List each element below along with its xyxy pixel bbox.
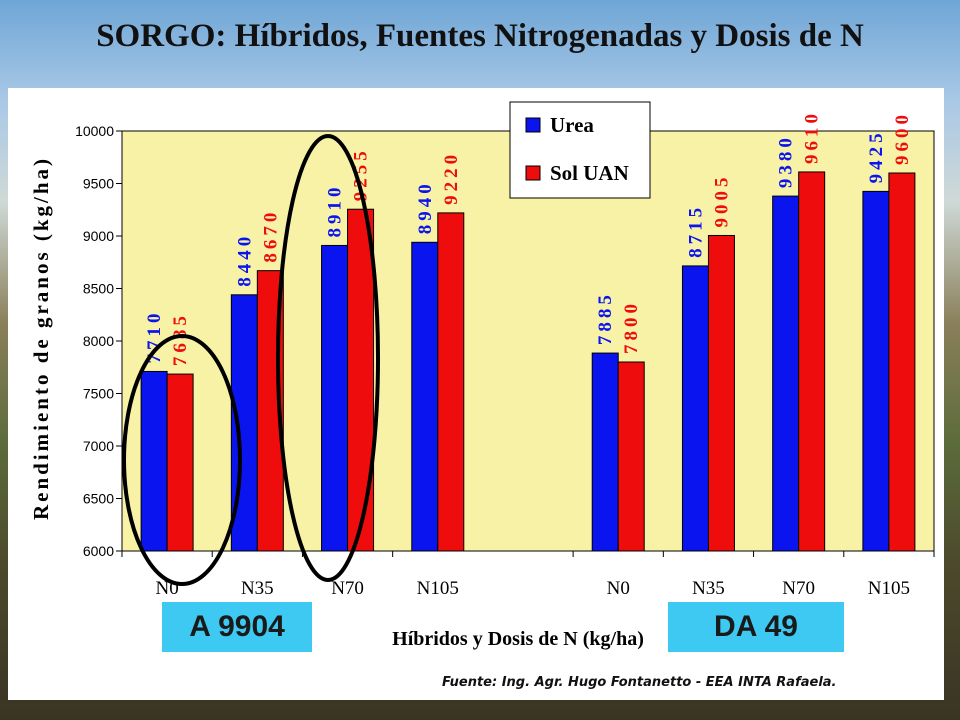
data-label-urea: 8440 [234, 233, 255, 287]
data-label-sol-uan: 8670 [260, 209, 281, 263]
x-tick-label: N35 [692, 578, 725, 599]
bar-urea [862, 190, 890, 552]
bar-sol-uan [617, 361, 645, 552]
data-label-urea: 7885 [595, 291, 616, 345]
y-tick-label: 8500 [83, 281, 114, 297]
bar-urea [591, 352, 619, 552]
bar-sol-uan [707, 234, 735, 552]
data-label-sol-uan: 7685 [170, 312, 191, 366]
bar-sol-uan [166, 373, 194, 552]
legend-swatch-sol-uan [525, 165, 541, 181]
bar-urea [321, 244, 349, 552]
bar-urea [772, 195, 800, 552]
x-axis: N0 N35 N70 N105 N0 N35 N70 N105 [121, 551, 935, 599]
data-label-sol-uan: 9220 [441, 151, 462, 205]
bar-urea [681, 265, 709, 552]
source-note: Fuente: Ing. Agr. Hugo Fontanetto - EEA … [432, 670, 940, 696]
y-tick-label: 9500 [83, 176, 114, 192]
data-label-sol-uan: 9600 [892, 111, 913, 165]
x-tick-label: N70 [782, 578, 815, 599]
y-axis-label: Rendimiento de granos (kg/ha) [29, 156, 53, 520]
bar-sol-uan [437, 212, 465, 552]
data-label-urea: 9425 [866, 129, 887, 183]
group-label-da49: DA 49 [668, 602, 844, 652]
legend-swatch-urea [525, 117, 541, 133]
group-label-a9904: A 9904 [162, 602, 312, 652]
bar-sol-uan [888, 172, 916, 552]
x-tick-label: N0 [607, 578, 630, 599]
y-tick-label: 9000 [83, 228, 114, 244]
legend-label-sol-uan: Sol UAN [550, 161, 629, 185]
highlight-ellipse-n70 [276, 134, 380, 582]
data-label-sol-uan: 7800 [621, 300, 642, 354]
legend: Urea Sol UAN [509, 101, 651, 199]
y-tick-label: 7000 [83, 438, 114, 454]
y-axis: 6000 6500 7000 7500 8000 8500 9000 9500 10000 [75, 123, 122, 559]
bar-urea [140, 370, 168, 552]
highlight-ellipse-n0 [122, 334, 242, 586]
y-tick-label: 7500 [83, 386, 114, 402]
x-tick-label: N105 [417, 578, 459, 599]
data-label-sol-uan: 9610 [802, 110, 823, 164]
data-label-urea: 8940 [415, 180, 436, 234]
data-label-urea: 8715 [685, 204, 706, 258]
bar-sol-uan [347, 208, 375, 552]
y-tick-label: 8000 [83, 333, 114, 349]
data-label-sol-uan: 9255 [351, 147, 372, 201]
data-label-sol-uan: 9005 [711, 173, 732, 227]
bar-sol-uan [798, 171, 826, 552]
x-tick-label: N70 [331, 578, 364, 599]
legend-label-urea: Urea [550, 113, 594, 137]
x-tick-label: N35 [241, 578, 274, 599]
y-tick-label: 6000 [83, 543, 114, 559]
data-label-urea: 9380 [776, 134, 797, 188]
bar-urea [411, 241, 439, 552]
x-axis-label: Híbridos y Dosis de N (kg/ha) [392, 628, 644, 650]
data-label-urea: 7710 [144, 309, 165, 363]
page-title: SORGO: Híbridos, Fuentes Nitrogenadas y … [96, 18, 864, 54]
y-tick-label: 6500 [83, 491, 114, 507]
y-tick-label: 10000 [75, 123, 114, 139]
x-tick-label: N105 [868, 578, 910, 599]
data-label-urea: 8910 [325, 183, 346, 237]
